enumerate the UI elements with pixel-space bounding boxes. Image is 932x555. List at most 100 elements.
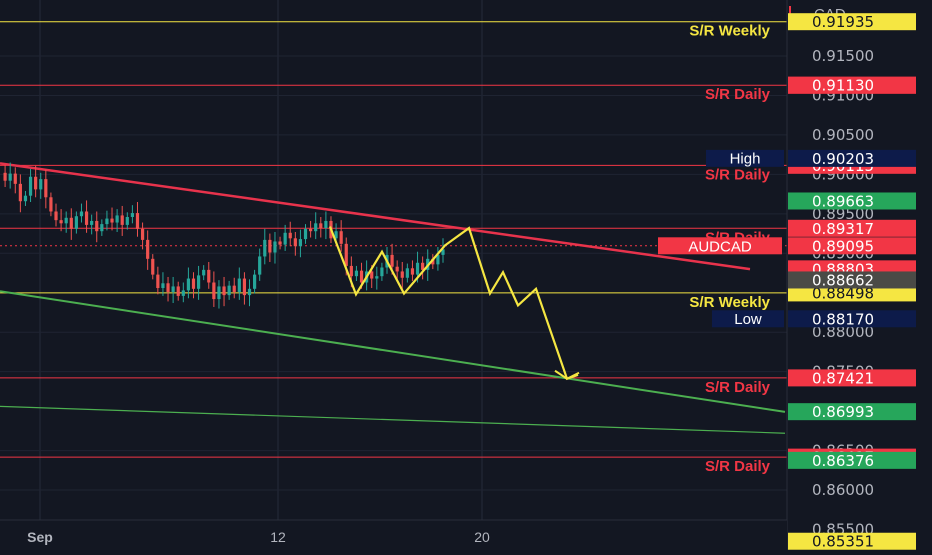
candle xyxy=(161,283,165,289)
sr-level-label: S/R Daily xyxy=(705,379,771,396)
level-price-tag-box xyxy=(788,284,916,302)
sr-level-label: S/R Daily xyxy=(705,86,771,103)
candle xyxy=(59,220,63,224)
candle xyxy=(110,218,114,223)
candle xyxy=(28,176,33,196)
time-axis xyxy=(0,520,787,550)
price-tag-box xyxy=(788,271,916,289)
candle xyxy=(34,176,38,190)
candle xyxy=(196,275,201,289)
support-trendline xyxy=(0,290,786,413)
candle xyxy=(23,195,28,202)
candle xyxy=(380,267,384,277)
candle xyxy=(8,173,12,181)
level-price-tag: 0.88498 xyxy=(812,284,874,302)
candle xyxy=(309,228,313,232)
candle xyxy=(421,262,425,270)
price-tag: 0.86376 xyxy=(812,452,874,470)
candle xyxy=(288,232,292,239)
candle xyxy=(130,213,134,218)
candle xyxy=(410,268,415,275)
candle xyxy=(105,218,109,225)
candle xyxy=(69,217,73,229)
high-label: High xyxy=(730,150,761,167)
candle xyxy=(120,215,124,225)
candle xyxy=(431,258,435,265)
price-tag-box xyxy=(788,237,916,255)
candle xyxy=(359,270,364,283)
candle xyxy=(247,288,252,296)
candle xyxy=(64,217,68,224)
candle xyxy=(90,220,94,225)
candle xyxy=(186,278,191,291)
price-tag: 0.91130 xyxy=(812,77,874,95)
level-price-tag: 0.91935 xyxy=(812,13,874,31)
high-price-tag-box xyxy=(788,149,916,167)
candle xyxy=(171,286,175,292)
level-price-tag-box xyxy=(788,369,916,387)
candle xyxy=(375,276,379,279)
candle xyxy=(84,211,89,225)
candle xyxy=(202,269,206,276)
candle xyxy=(415,262,420,275)
level-price-tag: 0.87421 xyxy=(812,369,874,387)
candle xyxy=(400,271,404,278)
candle xyxy=(242,278,247,296)
candle xyxy=(370,271,374,279)
candle xyxy=(18,183,22,202)
price-tag: 0.89663 xyxy=(812,192,874,210)
candle xyxy=(217,286,221,300)
x-tick-label: 12 xyxy=(270,529,286,545)
level-price-tag-box xyxy=(788,13,916,31)
support-trendline-lower xyxy=(0,405,786,434)
candle xyxy=(268,239,272,253)
candle xyxy=(115,215,119,223)
x-tick-label: 20 xyxy=(474,529,490,545)
candle xyxy=(436,254,440,265)
low-label: Low xyxy=(734,311,762,328)
price-tag: 0.86993 xyxy=(812,403,874,421)
candle xyxy=(344,243,348,266)
candle xyxy=(324,220,328,229)
candle xyxy=(252,274,257,289)
candle xyxy=(390,254,394,267)
candle xyxy=(273,241,277,253)
candle xyxy=(49,197,53,212)
symbol-tag-box xyxy=(658,237,782,255)
candle xyxy=(405,268,409,278)
price-tag-box xyxy=(788,76,916,94)
x-tick-label: Sep xyxy=(27,529,53,545)
candle xyxy=(207,269,211,283)
level-price-tag: 0.89317 xyxy=(812,220,874,238)
candle xyxy=(298,239,303,247)
candle xyxy=(354,270,359,277)
candle xyxy=(314,223,318,232)
sr-level-label: S/R Daily xyxy=(705,166,771,183)
y-tick-label: 0.91500 xyxy=(812,47,874,65)
candle xyxy=(339,231,343,244)
y-tick-label: 0.86000 xyxy=(812,481,874,499)
candle xyxy=(278,241,282,245)
candle xyxy=(303,228,308,240)
high-price-tag: 0.90203 xyxy=(812,150,874,168)
candle xyxy=(263,239,267,257)
candle xyxy=(156,274,160,289)
sr-level-label: S/R Daily xyxy=(705,458,771,475)
y-tick-label: 0.90500 xyxy=(812,126,874,144)
price-tag: 0.89095 xyxy=(812,237,874,255)
candle xyxy=(166,283,170,292)
candle xyxy=(237,278,241,292)
low-price-tag-box xyxy=(788,310,916,328)
candle xyxy=(212,282,216,300)
candle xyxy=(54,211,58,221)
price-tag-box xyxy=(788,403,916,421)
candle xyxy=(283,232,287,245)
level-price-tag-box xyxy=(788,219,916,237)
currency-marker xyxy=(789,6,791,20)
candle xyxy=(441,249,445,255)
candle xyxy=(44,179,48,198)
price-tag-box xyxy=(788,451,916,469)
